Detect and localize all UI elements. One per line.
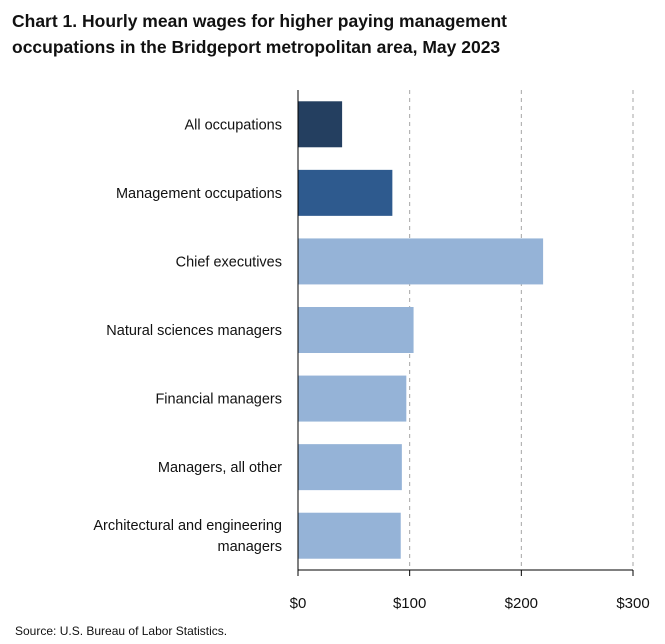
- x-tick-label-1: $100: [393, 595, 426, 612]
- category-label-6-line-1: managers: [218, 539, 282, 555]
- source-note: Source: U.S. Bureau of Labor Statistics.: [15, 624, 228, 638]
- bar-3: [298, 307, 414, 353]
- category-label-4: Financial managers: [155, 392, 282, 408]
- category-label-2: Chief executives: [176, 254, 282, 270]
- bar-4: [298, 375, 407, 422]
- chart-title-line-1: Chart 1. Hourly mean wages for higher pa…: [12, 11, 507, 31]
- chart-title: Chart 1. Hourly mean wages for higher pa…: [12, 8, 652, 60]
- bar-0: [298, 101, 343, 148]
- x-tick-label-0: $0: [290, 595, 307, 612]
- chart-title-line-2: occupations in the Bridgeport metropolit…: [12, 37, 501, 57]
- category-label-5: Managers, all other: [158, 460, 282, 476]
- x-tick-label-2: $200: [505, 595, 538, 612]
- category-label-0: All occupations: [184, 117, 282, 133]
- bar-5: [298, 444, 402, 491]
- category-label-3: Natural sciences managers: [106, 323, 282, 339]
- category-label-6-line-0: Architectural and engineering: [93, 518, 282, 534]
- bar-6: [298, 512, 401, 559]
- bar-2: [298, 238, 544, 285]
- x-tick-label-3: $300: [616, 595, 649, 612]
- category-label-1: Management occupations: [116, 186, 282, 202]
- bar-1: [298, 169, 393, 216]
